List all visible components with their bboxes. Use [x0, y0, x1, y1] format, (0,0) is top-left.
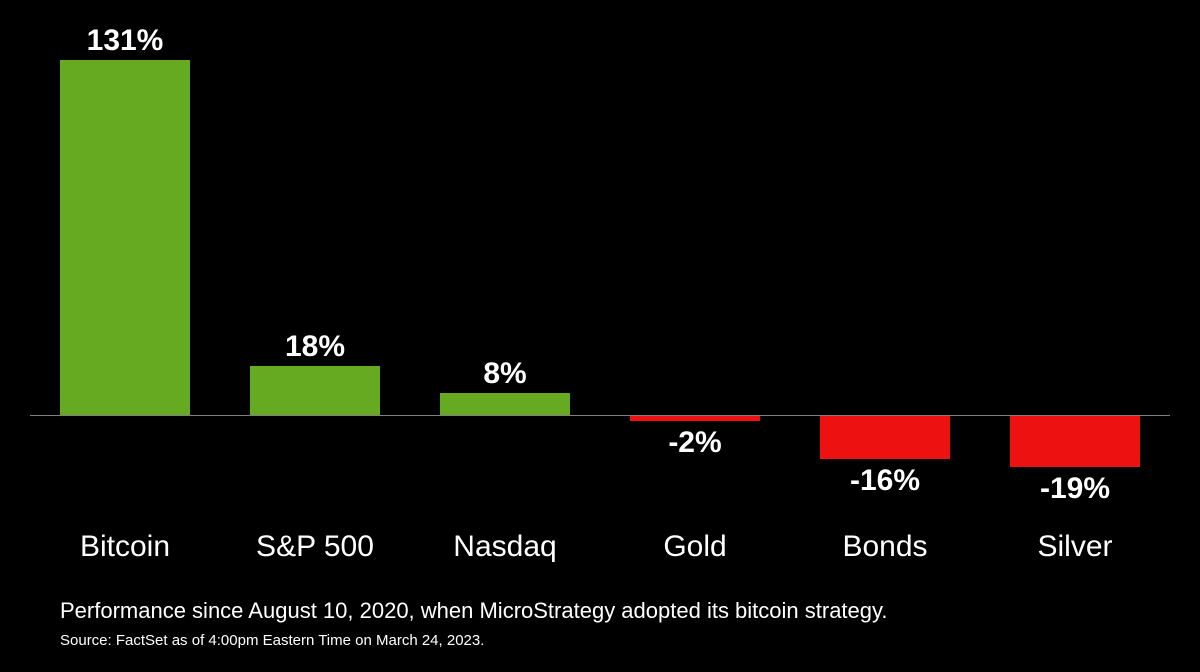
bar-value-label: 8% [483, 357, 526, 391]
category-label: Silver [1037, 530, 1112, 564]
bar [820, 416, 950, 459]
category-label: Bonds [842, 530, 927, 564]
bar [630, 416, 760, 421]
bar-slot: -19%Silver [980, 30, 1170, 540]
chart-container: 131%Bitcoin18%S&P 5008%Nasdaq-2%Gold-16%… [0, 0, 1200, 672]
bar-value-label: 18% [285, 330, 345, 364]
bar-slot: 131%Bitcoin [30, 30, 220, 540]
bar [440, 393, 570, 415]
bar-slot: -2%Gold [600, 30, 790, 540]
bar-value-label: -2% [668, 426, 721, 460]
bar-value-label: 131% [87, 24, 164, 58]
category-label: Gold [663, 530, 726, 564]
bar-slot: 18%S&P 500 [220, 30, 410, 540]
category-label: S&P 500 [256, 530, 374, 564]
chart-source-note: Source: FactSet as of 4:00pm Eastern Tim… [60, 632, 484, 649]
bar [250, 366, 380, 415]
bar [1010, 416, 1140, 467]
category-label: Bitcoin [80, 530, 170, 564]
chart-caption: Performance since August 10, 2020, when … [60, 598, 888, 624]
category-label: Nasdaq [453, 530, 556, 564]
bar-slot: 8%Nasdaq [410, 30, 600, 540]
plot-area: 131%Bitcoin18%S&P 5008%Nasdaq-2%Gold-16%… [30, 30, 1170, 540]
bar-value-label: -19% [1040, 472, 1110, 506]
bar [60, 60, 190, 415]
bar-value-label: -16% [850, 464, 920, 498]
bar-slot: -16%Bonds [790, 30, 980, 540]
